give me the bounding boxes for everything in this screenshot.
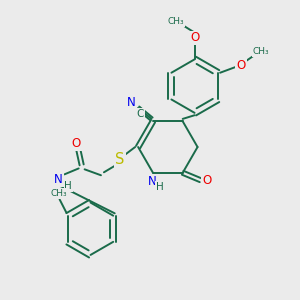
- Text: S: S: [115, 152, 125, 167]
- Text: CH₃: CH₃: [50, 189, 67, 198]
- Text: H: H: [64, 181, 72, 191]
- Text: O: O: [236, 59, 246, 72]
- Text: CH₃: CH₃: [253, 47, 269, 56]
- Text: N: N: [148, 175, 157, 188]
- Text: O: O: [190, 32, 199, 44]
- Text: O: O: [72, 137, 81, 150]
- Text: CH₃: CH₃: [168, 17, 184, 26]
- Text: O: O: [202, 174, 212, 187]
- Text: C: C: [136, 109, 144, 119]
- Text: H: H: [156, 182, 164, 192]
- Text: N: N: [127, 96, 136, 110]
- Text: N: N: [54, 173, 63, 186]
